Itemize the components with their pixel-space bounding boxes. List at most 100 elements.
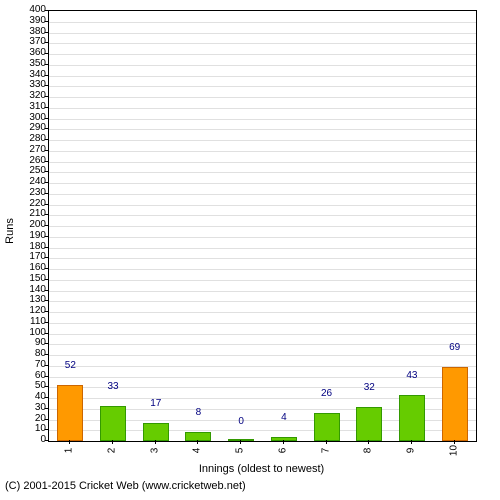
y-tick-label: 190 <box>21 231 46 241</box>
x-tick-label: 3 <box>149 441 160 461</box>
gridline <box>49 86 476 87</box>
y-tick-label: 230 <box>21 188 46 198</box>
gridline <box>49 334 476 335</box>
gridline <box>49 355 476 356</box>
bar <box>399 395 425 441</box>
y-tick-label: 240 <box>21 177 46 187</box>
bar <box>442 367 468 441</box>
y-tick-label: 300 <box>21 113 46 123</box>
gridline <box>49 22 476 23</box>
gridline <box>49 43 476 44</box>
gridline <box>49 291 476 292</box>
y-tick-label: 70 <box>21 360 46 370</box>
y-tick-label: 0 <box>21 435 46 445</box>
y-tick-label: 120 <box>21 306 46 316</box>
x-tick-label: 10 <box>448 441 459 461</box>
y-tick-label: 100 <box>21 328 46 338</box>
copyright-text: (C) 2001-2015 Cricket Web (www.cricketwe… <box>5 480 246 492</box>
gridline <box>49 258 476 259</box>
y-tick-label: 150 <box>21 274 46 284</box>
y-tick-label: 260 <box>21 156 46 166</box>
y-tick-label: 390 <box>21 16 46 26</box>
gridline <box>49 323 476 324</box>
gridline <box>49 205 476 206</box>
y-tick-label: 320 <box>21 91 46 101</box>
x-tick-label: 5 <box>235 441 246 461</box>
y-tick-label: 310 <box>21 102 46 112</box>
bar-value-label: 8 <box>183 407 213 418</box>
gridline <box>49 76 476 77</box>
gridline <box>49 172 476 173</box>
y-tick-label: 250 <box>21 166 46 176</box>
y-tick-label: 20 <box>21 414 46 424</box>
gridline <box>49 129 476 130</box>
y-tick-label: 270 <box>21 145 46 155</box>
y-tick-label: 30 <box>21 403 46 413</box>
y-tick-label: 370 <box>21 37 46 47</box>
gridline <box>49 366 476 367</box>
gridline <box>49 183 476 184</box>
bar-value-label: 17 <box>141 398 171 409</box>
gridline <box>49 54 476 55</box>
gridline <box>49 33 476 34</box>
gridline <box>49 301 476 302</box>
gridline <box>49 97 476 98</box>
y-tick-label: 110 <box>21 317 46 327</box>
y-tick-label: 140 <box>21 285 46 295</box>
gridline <box>49 194 476 195</box>
x-tick-label: 2 <box>107 441 118 461</box>
y-tick-label: 350 <box>21 59 46 69</box>
x-tick-label: 1 <box>64 441 75 461</box>
bar <box>57 385 83 441</box>
chart-container: 52331780426324369 0102030405060708090100… <box>0 0 500 500</box>
y-tick-label: 280 <box>21 134 46 144</box>
bar <box>100 406 126 441</box>
x-tick-label: 6 <box>277 441 288 461</box>
gridline <box>49 226 476 227</box>
bar-value-label: 0 <box>226 416 256 427</box>
bar-value-label: 26 <box>312 388 342 399</box>
y-tick-label: 220 <box>21 199 46 209</box>
y-tick-label: 180 <box>21 242 46 252</box>
y-tick-label: 400 <box>21 5 46 15</box>
y-tick-label: 130 <box>21 295 46 305</box>
x-axis-label: Innings (oldest to newest) <box>48 463 475 475</box>
gridline <box>49 312 476 313</box>
y-tick-label: 290 <box>21 123 46 133</box>
y-tick-label: 10 <box>21 424 46 434</box>
y-tick-label: 50 <box>21 381 46 391</box>
y-tick-label: 210 <box>21 209 46 219</box>
gridline <box>49 108 476 109</box>
y-tick-label: 160 <box>21 263 46 273</box>
gridline <box>49 162 476 163</box>
y-tick-label: 330 <box>21 80 46 90</box>
x-tick-label: 4 <box>192 441 203 461</box>
y-tick-label: 340 <box>21 70 46 80</box>
x-tick-label: 7 <box>320 441 331 461</box>
gridline <box>49 119 476 120</box>
gridline <box>49 65 476 66</box>
gridline <box>49 140 476 141</box>
gridline <box>49 344 476 345</box>
x-tick-label: 8 <box>363 441 374 461</box>
gridline <box>49 248 476 249</box>
gridline <box>49 215 476 216</box>
y-tick-label: 90 <box>21 338 46 348</box>
bar <box>314 413 340 441</box>
y-axis-label: Runs <box>4 218 16 244</box>
y-tick-label: 200 <box>21 220 46 230</box>
y-tick-label: 60 <box>21 371 46 381</box>
gridline <box>49 280 476 281</box>
y-tick-label: 40 <box>21 392 46 402</box>
bar-value-label: 52 <box>55 360 85 371</box>
y-tick-label: 380 <box>21 27 46 37</box>
gridline <box>49 237 476 238</box>
bar-value-label: 69 <box>440 342 470 353</box>
y-tick-label: 80 <box>21 349 46 359</box>
x-tick-label: 9 <box>405 441 416 461</box>
y-tick-label: 170 <box>21 252 46 262</box>
bar <box>143 423 169 441</box>
bar-value-label: 4 <box>269 412 299 423</box>
plot-area: 52331780426324369 <box>48 10 477 442</box>
bar-value-label: 33 <box>98 381 128 392</box>
